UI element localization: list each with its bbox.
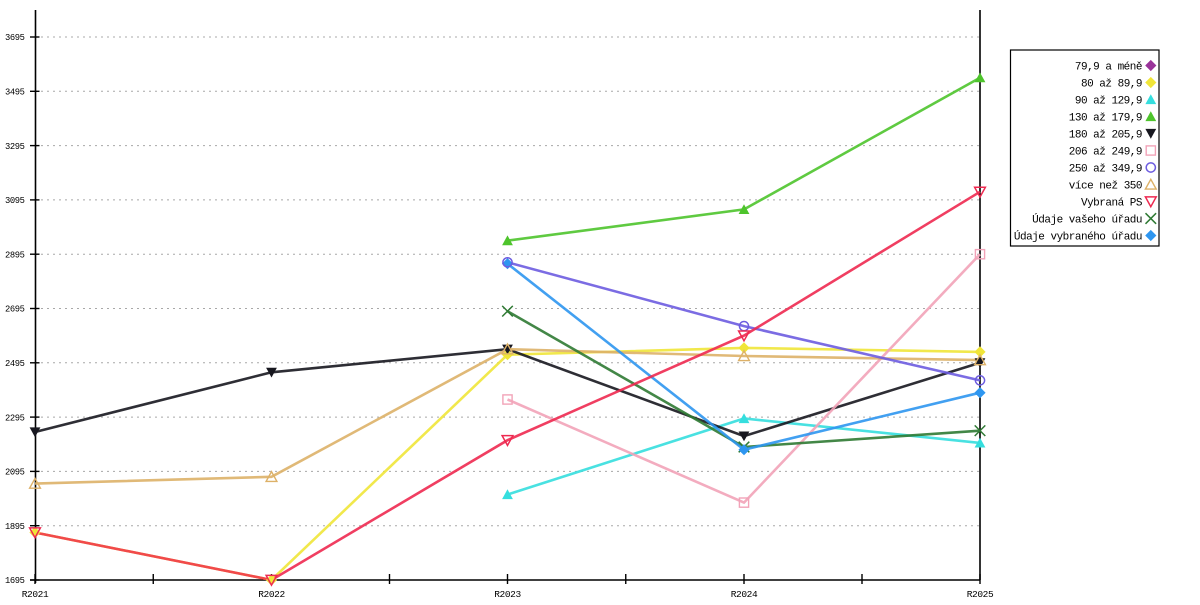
- svg-text:2095: 2095: [5, 468, 25, 478]
- svg-text:R2023: R2023: [494, 589, 521, 600]
- svg-text:R2025: R2025: [967, 589, 994, 600]
- svg-text:Údaje vybraného úřadu: Údaje vybraného úřadu: [1014, 229, 1142, 243]
- svg-text:2895: 2895: [5, 250, 25, 260]
- svg-text:2495: 2495: [5, 359, 25, 369]
- svg-text:90 až 129,9: 90 až 129,9: [1075, 95, 1142, 107]
- svg-text:R2022: R2022: [258, 589, 285, 600]
- svg-text:80 až 89,9: 80 až 89,9: [1081, 78, 1142, 90]
- svg-text:3495: 3495: [5, 88, 25, 98]
- svg-text:79,9 a méně: 79,9 a méně: [1075, 61, 1142, 73]
- svg-text:R2024: R2024: [731, 589, 758, 600]
- svg-text:2295: 2295: [5, 413, 25, 423]
- svg-text:více než 350: více než 350: [1069, 180, 1142, 192]
- svg-text:R2021: R2021: [22, 589, 49, 600]
- svg-text:Vybraná PS: Vybraná PS: [1081, 197, 1143, 209]
- svg-text:3295: 3295: [5, 142, 25, 152]
- svg-text:250 až 349,9: 250 až 349,9: [1069, 163, 1142, 175]
- svg-text:1695: 1695: [5, 576, 25, 586]
- svg-text:206 až 249,9: 206 až 249,9: [1069, 146, 1142, 158]
- svg-text:3695: 3695: [5, 33, 25, 43]
- svg-text:1895: 1895: [5, 522, 25, 532]
- svg-text:3095: 3095: [5, 196, 25, 206]
- svg-text:2695: 2695: [5, 305, 25, 315]
- svg-text:180 až 205,9: 180 až 205,9: [1069, 129, 1142, 141]
- svg-text:130 až 179,9: 130 až 179,9: [1069, 112, 1142, 124]
- svg-text:Údaje vašeho úřadu: Údaje vašeho úřadu: [1032, 212, 1142, 226]
